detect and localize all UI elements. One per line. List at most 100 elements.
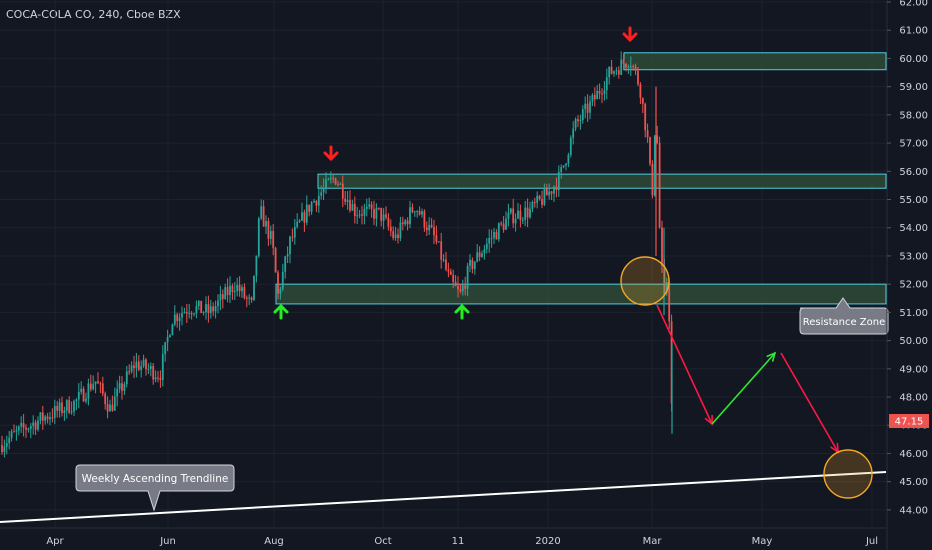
candle-body <box>495 231 498 240</box>
candle-body <box>241 287 243 292</box>
candle-body <box>133 365 135 369</box>
candle-body <box>219 294 222 301</box>
candle-body <box>500 223 503 225</box>
candle-body <box>423 211 426 228</box>
candle-body <box>661 227 663 266</box>
candle-body <box>435 235 438 242</box>
candle-body <box>363 208 366 216</box>
candle-body <box>637 70 639 85</box>
candle-body <box>514 218 517 224</box>
candle-body <box>313 200 315 203</box>
candle-body <box>320 192 323 196</box>
candle-body <box>560 167 563 173</box>
time-tick-label: Jun <box>159 536 176 547</box>
candle-body <box>646 130 649 138</box>
candle-body <box>226 287 229 296</box>
candle-body <box>169 335 171 338</box>
time-tick-label: Oct <box>374 536 391 547</box>
candle-body <box>17 426 20 431</box>
candle-body <box>413 211 416 213</box>
candle-body <box>433 227 435 236</box>
candle-body <box>615 70 618 72</box>
price-tick-label: 56.00 <box>899 167 928 178</box>
candle-body <box>627 67 630 69</box>
candle-body <box>507 212 510 219</box>
candle-body <box>214 306 217 312</box>
candle-body <box>653 135 656 196</box>
time-tick-label: May <box>752 536 773 547</box>
candle-body <box>5 443 8 447</box>
candle-body <box>322 187 325 193</box>
candle-body <box>70 411 73 413</box>
weekly-trendline <box>0 471 887 523</box>
resistance-zone-label: Resistance Zone <box>803 317 886 328</box>
candle-body <box>421 211 423 215</box>
candle-body <box>473 261 476 269</box>
candle-body <box>164 342 167 355</box>
candle-body <box>565 163 567 166</box>
candle-body <box>411 207 414 213</box>
candle-body <box>629 66 632 68</box>
candle-body <box>262 206 265 227</box>
trendlines <box>0 471 887 523</box>
candle-body <box>171 324 174 336</box>
candle-body <box>298 220 301 222</box>
candle-body <box>89 383 92 390</box>
candle-body <box>116 388 119 397</box>
candle-body <box>202 312 205 314</box>
candle-body <box>584 103 587 110</box>
candle-body <box>337 184 339 186</box>
candle-body <box>152 365 155 380</box>
candle-body <box>248 297 251 299</box>
candle-body <box>253 275 255 300</box>
candle-body <box>123 384 126 391</box>
candle-body <box>104 393 107 404</box>
candle-body <box>190 313 193 315</box>
candle-body <box>385 214 387 218</box>
trendline-label: Weekly Ascending Trendline <box>82 473 229 485</box>
candle-body <box>137 361 140 370</box>
annotations: Resistance Zone Weekly Ascending Trendlin… <box>75 26 889 512</box>
projection-arrow-up <box>711 352 776 425</box>
candle-body <box>212 306 215 312</box>
candle-body <box>409 207 411 225</box>
candle-body <box>668 282 671 322</box>
candle-body <box>375 207 378 219</box>
candle-body <box>166 337 169 343</box>
candle-body <box>404 220 407 225</box>
candle-body <box>13 431 15 433</box>
trendline-bubble <box>75 464 235 512</box>
candle-body <box>589 101 591 113</box>
candle-body <box>85 398 87 402</box>
candle-body <box>63 410 66 413</box>
candle-body <box>533 201 536 203</box>
candle-body <box>49 417 51 420</box>
zones <box>275 52 887 305</box>
candle-body <box>195 306 198 314</box>
candle-body <box>135 361 138 369</box>
candle-body <box>1 444 3 453</box>
candle-body <box>106 403 109 412</box>
candle-body <box>145 359 147 370</box>
candle-body <box>538 195 541 200</box>
candle-body <box>22 423 25 428</box>
candle-body <box>596 90 599 100</box>
candle-body <box>572 128 575 138</box>
target-circle <box>823 449 873 499</box>
candle-body <box>87 383 90 399</box>
resistance-zone-bubble <box>799 297 889 335</box>
candle-body <box>243 287 246 298</box>
candle-body <box>142 359 145 367</box>
candle-body <box>428 224 431 231</box>
candle-body <box>3 446 6 453</box>
breakdown-circle <box>620 256 670 306</box>
candle-body <box>181 313 183 318</box>
candle-body <box>454 281 457 286</box>
candle-body <box>399 222 402 239</box>
last-price-label: 47.15 <box>895 417 924 428</box>
candle-body <box>397 234 399 239</box>
candle-body <box>178 317 181 321</box>
candle-body <box>601 93 603 95</box>
candle-body <box>418 210 421 215</box>
